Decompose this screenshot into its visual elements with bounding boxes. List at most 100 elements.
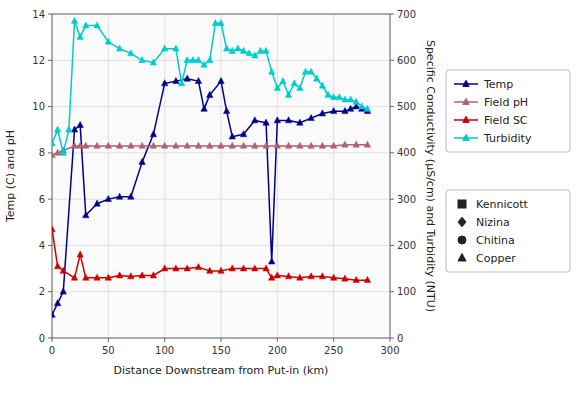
data-point	[116, 142, 122, 148]
data-point	[218, 77, 224, 83]
data-point	[83, 142, 89, 148]
data-point	[252, 142, 258, 148]
data-point	[330, 142, 336, 148]
data-point	[308, 142, 314, 148]
chart: 0501001502002503000246810121401002003004…	[0, 0, 577, 396]
grid	[52, 14, 390, 338]
tick-label: 300	[380, 345, 399, 356]
data-point	[207, 57, 213, 63]
data-point	[308, 273, 314, 279]
tick-label: 10	[32, 101, 45, 112]
data-point	[330, 274, 336, 280]
data-point	[54, 149, 60, 155]
tick	[52, 338, 53, 342]
data-point	[330, 108, 336, 114]
data-point	[235, 45, 241, 51]
tick-label: 8	[39, 147, 45, 158]
data-point	[274, 117, 280, 123]
data-point	[77, 33, 83, 39]
data-point	[190, 57, 196, 63]
data-point	[150, 59, 156, 65]
data-point	[178, 80, 184, 86]
data-point	[52, 140, 55, 146]
tick-label: 12	[32, 55, 45, 66]
legend-marker	[463, 134, 469, 140]
data-point	[342, 96, 348, 102]
data-point	[60, 149, 66, 155]
data-point	[269, 68, 275, 74]
data-point	[94, 142, 100, 148]
data-point	[77, 251, 83, 257]
legend-marker	[458, 217, 466, 227]
data-point	[94, 22, 100, 28]
data-point	[297, 119, 303, 125]
data-point	[252, 117, 258, 123]
data-point	[195, 264, 201, 270]
tick-label: 700	[397, 9, 416, 20]
data-point	[77, 121, 83, 127]
data-point	[330, 94, 336, 100]
data-point	[364, 276, 370, 282]
data-point	[274, 272, 280, 278]
data-point	[308, 114, 314, 120]
tick-label: 150	[211, 345, 230, 356]
tick	[390, 338, 394, 339]
tick-label: 300	[397, 194, 416, 205]
data-point	[173, 142, 179, 148]
data-point	[139, 142, 145, 148]
grid-line	[52, 199, 390, 200]
legend-marker	[458, 236, 466, 244]
grid-line	[277, 14, 278, 338]
data-point	[173, 45, 179, 51]
data-point	[150, 142, 156, 148]
data-point	[94, 200, 100, 206]
data-point	[94, 274, 100, 280]
tick-label: 200	[268, 345, 287, 356]
background	[0, 0, 577, 396]
tick-label: 250	[324, 345, 343, 356]
data-point	[285, 142, 291, 148]
data-point	[105, 38, 111, 44]
legend-marker	[458, 253, 466, 261]
tick	[48, 245, 52, 246]
data-point	[240, 265, 246, 271]
tick-label: 14	[32, 9, 45, 20]
data-point	[319, 273, 325, 279]
legend-label: Nizina	[476, 216, 510, 229]
data-point	[207, 91, 213, 97]
data-point	[364, 141, 370, 147]
legend: TempField pHField SCTurbidity	[446, 70, 570, 152]
series-line	[52, 79, 367, 315]
tick	[390, 338, 391, 342]
data-point	[139, 272, 145, 278]
data-point	[201, 61, 207, 67]
legend-marker	[463, 80, 469, 86]
legend-label: Field SC	[484, 114, 528, 127]
tick	[108, 338, 109, 342]
tick	[48, 152, 52, 153]
tick	[277, 338, 278, 342]
tick	[390, 60, 394, 61]
legend-marker	[458, 200, 466, 208]
tick	[48, 199, 52, 200]
data-point	[347, 105, 353, 111]
tick	[48, 60, 52, 61]
data-point	[297, 84, 303, 90]
legend-label: Turbidity	[483, 132, 532, 145]
series	[52, 17, 371, 155]
data-point	[269, 274, 275, 280]
grid-line	[52, 60, 390, 61]
axes: 0501001502002503000246810121401002003004…	[4, 9, 437, 378]
data-point	[342, 275, 348, 281]
data-point	[269, 258, 275, 264]
data-point	[184, 142, 190, 148]
legend-box	[446, 190, 570, 272]
data-point	[240, 47, 246, 53]
data	[52, 17, 371, 317]
series	[52, 141, 371, 157]
x-axis-label: Distance Downstream from Put-in (km)	[114, 364, 329, 377]
data-point	[105, 142, 111, 148]
tick	[390, 106, 394, 107]
data-point	[71, 17, 77, 23]
data-point	[52, 311, 55, 317]
